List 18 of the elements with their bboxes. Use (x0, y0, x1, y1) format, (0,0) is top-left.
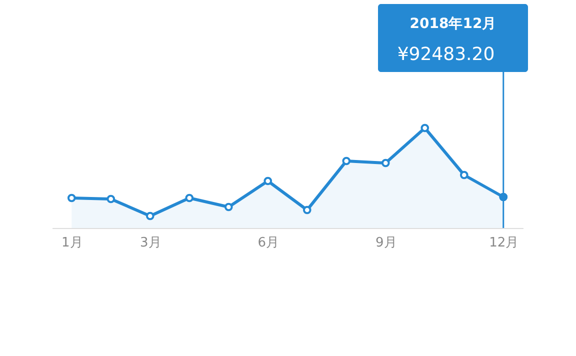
point (302, 206, 312, 214)
point (185, 194, 194, 202)
point (146, 212, 154, 220)
x-tick-label: 9月 (375, 236, 397, 250)
point (381, 158, 390, 168)
x-tick-label: 1月 (61, 236, 83, 250)
x-tick-label: 3月 (140, 236, 162, 250)
point (264, 176, 272, 186)
point (420, 124, 430, 132)
point (67, 194, 76, 202)
x-tick-label: 6月 (258, 236, 280, 250)
point (460, 170, 468, 180)
text: ¥92483.20 (397, 44, 495, 65)
x-tick-label: 12月 (489, 236, 519, 250)
point (106, 194, 116, 204)
point (224, 202, 233, 212)
text: 2018年12月 (410, 16, 496, 32)
point (342, 156, 351, 166)
